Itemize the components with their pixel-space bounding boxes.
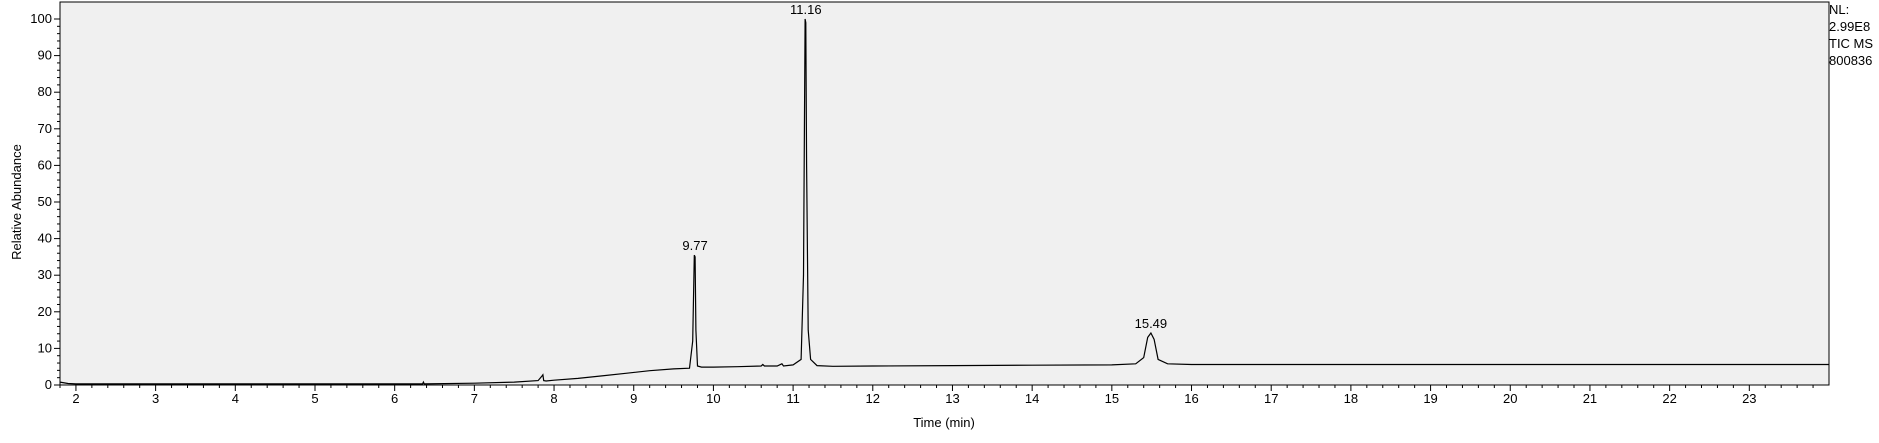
x-tick-label: 3 — [152, 391, 159, 406]
x-tick-label: 7 — [471, 391, 478, 406]
x-axis-label: Time (min) — [913, 415, 975, 430]
x-tick-label: 6 — [391, 391, 398, 406]
y-tick-label: 90 — [38, 48, 52, 63]
y-axis-label: Relative Abundance — [9, 144, 24, 260]
y-tick-label: 20 — [38, 304, 52, 319]
peak-labels: 9.77 11.16 15.49 — [682, 2, 1167, 331]
x-tick-label: 20 — [1503, 391, 1517, 406]
y-tick-label: 70 — [38, 121, 52, 136]
y-tick-label: 40 — [38, 231, 52, 246]
x-tick-label: 22 — [1662, 391, 1676, 406]
peak-label: 15.49 — [1135, 316, 1168, 331]
x-tick-label: 2 — [72, 391, 79, 406]
plot-area — [59, 1, 1830, 386]
x-tick-label: 17 — [1264, 391, 1278, 406]
x-tick-label: 19 — [1423, 391, 1437, 406]
y-tick-label: 0 — [45, 377, 52, 392]
nl-label: NL: — [1829, 2, 1850, 17]
x-tick-label: 15 — [1105, 391, 1119, 406]
normalization-info: NL: 2.99E8 TIC MS 800836 — [1829, 1, 1879, 69]
y-tick-label: 100 — [30, 11, 52, 26]
chromatogram-trace — [59, 18, 1829, 385]
y-axis: 0 10 20 30 40 50 60 70 80 90 100 — [30, 11, 60, 392]
x-tick-label: 21 — [1583, 391, 1597, 406]
peak-label: 11.16 — [790, 2, 822, 17]
x-tick-label: 11 — [786, 391, 800, 406]
scan-filter: TIC MS — [1829, 36, 1874, 51]
x-tick-label: 8 — [550, 391, 557, 406]
x-tick-label: 9 — [630, 391, 637, 406]
peak-label: 9.77 — [682, 238, 707, 253]
y-tick-label: 10 — [38, 340, 52, 355]
x-tick-label: 4 — [232, 391, 239, 406]
x-tick-label: 16 — [1184, 391, 1198, 406]
sample-id: 800836 — [1829, 53, 1873, 68]
y-tick-label: 60 — [38, 157, 52, 172]
x-tick-label: 10 — [706, 391, 720, 406]
nl-value: 2.99E8 — [1829, 19, 1871, 34]
y-tick-label: 30 — [38, 267, 52, 282]
y-tick-label: 80 — [38, 84, 52, 99]
y-tick-label: 50 — [38, 194, 52, 209]
x-tick-label: 13 — [945, 391, 959, 406]
x-tick-label: 18 — [1344, 391, 1358, 406]
x-axis: 2 3 4 5 6 7 8 9 10 11 12 13 14 15 16 17 18 19 20 21 22 23 — [59, 385, 1814, 406]
x-tick-label: 5 — [311, 391, 318, 406]
x-tick-label: 14 — [1025, 391, 1039, 406]
x-tick-label: 23 — [1742, 391, 1756, 406]
x-tick-label: 12 — [866, 391, 880, 406]
